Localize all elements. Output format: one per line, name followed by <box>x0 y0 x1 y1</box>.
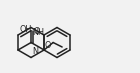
Text: O: O <box>45 41 51 49</box>
Text: NH: NH <box>32 28 44 38</box>
Text: N: N <box>32 48 38 57</box>
Text: O: O <box>34 27 40 36</box>
Text: OH: OH <box>19 25 32 34</box>
